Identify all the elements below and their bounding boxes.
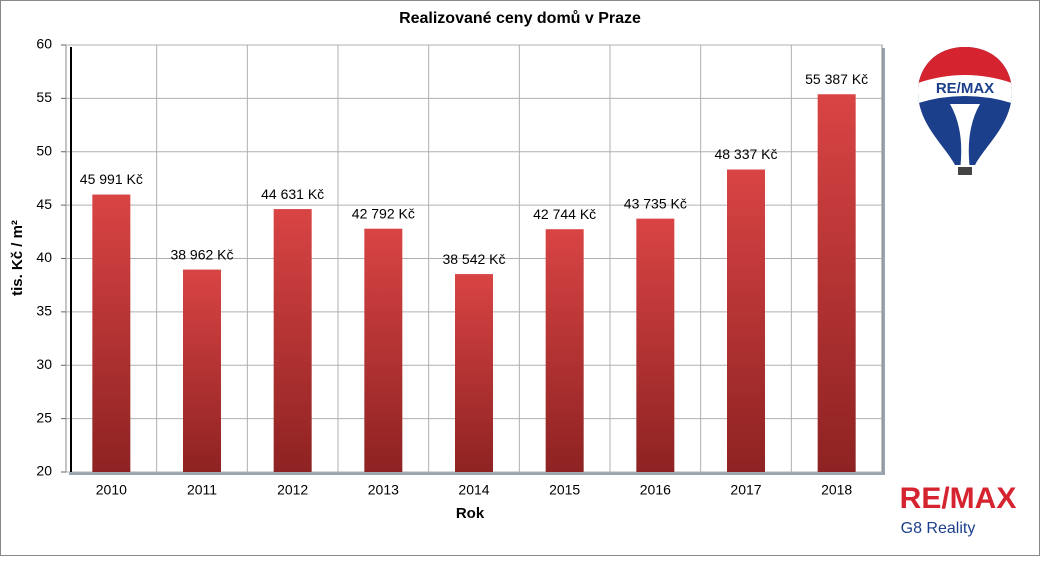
y-tick-label: 40 (36, 249, 52, 265)
x-axis-label: Rok (456, 505, 485, 522)
y-tick-label: 45 (36, 196, 52, 212)
bar (183, 269, 221, 472)
chart-title: Realizované ceny domů v Praze (399, 10, 641, 27)
x-tick-label: 2012 (277, 482, 308, 498)
bar (817, 94, 856, 472)
y-tick-label: 20 (36, 463, 52, 479)
bar (636, 218, 675, 472)
y-tick-label: 25 (36, 409, 52, 425)
bar (273, 209, 312, 472)
bar (545, 229, 584, 472)
y-tick-label: 55 (36, 89, 52, 105)
data-label: 55 387 Kč (805, 71, 868, 87)
x-tick-label: 2018 (821, 482, 852, 498)
y-tick-label: 60 (36, 36, 52, 52)
y-tick-label: 35 (36, 303, 52, 319)
y-tick-label: 50 (36, 142, 52, 158)
data-label: 43 735 Kč (624, 195, 687, 211)
x-tick-label: 2016 (640, 482, 671, 498)
x-tick-label: 2014 (458, 482, 489, 498)
x-tick-label: 2017 (730, 482, 761, 498)
x-tick-label: 2010 (96, 482, 127, 498)
office: G8 Reality (901, 520, 976, 537)
data-label: 38 542 Kč (442, 251, 505, 267)
bar (364, 228, 403, 472)
data-label: 42 792 Kč (352, 205, 415, 221)
data-label: 44 631 Kč (261, 186, 324, 202)
data-label: 38 962 Kč (170, 246, 233, 262)
bar (92, 194, 131, 472)
data-label: 45 991 Kč (80, 171, 143, 187)
x-tick-label: 2015 (549, 482, 580, 498)
x-tick-label: 2011 (187, 482, 217, 498)
x-tick-label: 2013 (368, 482, 399, 498)
data-label: 48 337 Kč (714, 146, 777, 162)
bar (727, 169, 765, 473)
bar (455, 274, 493, 472)
data-label: 42 744 Kč (533, 206, 596, 222)
brand: RE/MAX (900, 482, 1017, 515)
balloon-text: RE/MAX (936, 80, 994, 97)
y-axis-label: tis. Kč / m² (9, 220, 26, 296)
y-tick-label: 30 (36, 356, 52, 372)
